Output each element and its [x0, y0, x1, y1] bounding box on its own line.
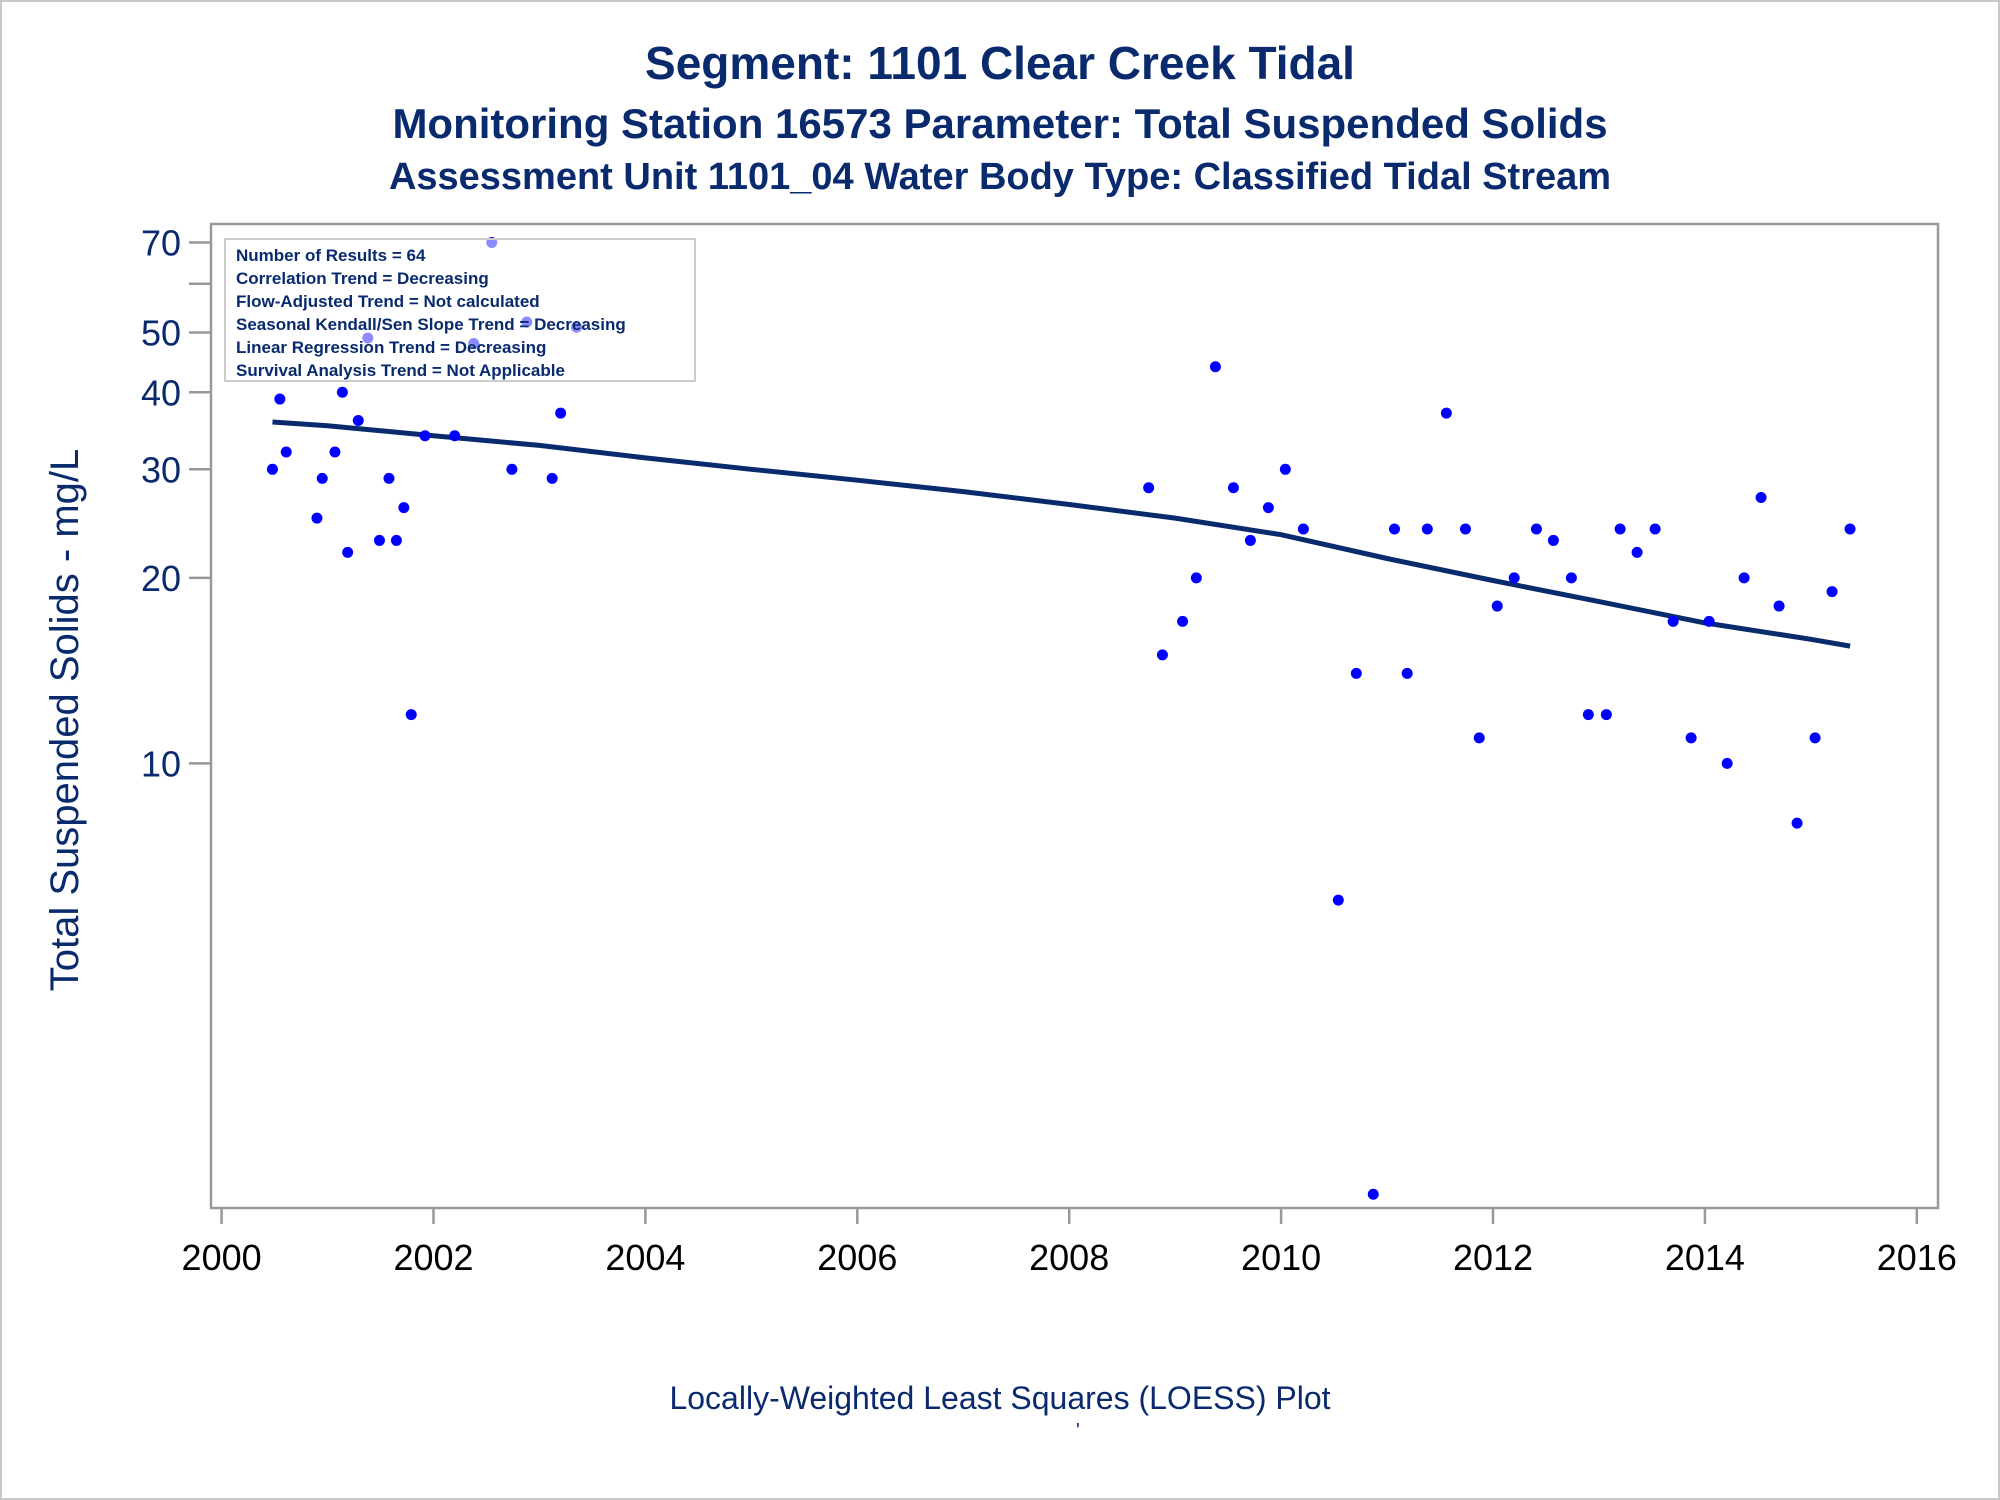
data-point: [1177, 615, 1189, 627]
x-tick-label: 2006: [817, 1237, 897, 1278]
data-point: [1388, 523, 1400, 535]
legend-box: [224, 238, 696, 382]
chart-title: Segment: 1101 Clear Creek Tidal: [645, 37, 1355, 89]
data-point: [1332, 894, 1344, 906]
data-point: [405, 709, 417, 721]
chart-subtitle-station: Monitoring Station 16573 Parameter: Tota…: [392, 100, 1608, 147]
data-point: [390, 534, 402, 546]
x-tick-label: 2014: [1665, 1237, 1745, 1278]
x-tick-label: 2000: [182, 1237, 262, 1278]
data-point: [1844, 523, 1856, 535]
data-point: [1703, 615, 1715, 627]
legend-entry: Linear Regression Trend = Decreasing: [236, 338, 546, 357]
y-tick-label: 40: [141, 372, 181, 413]
data-point: [546, 472, 558, 484]
data-point: [1244, 534, 1256, 546]
trend-summary-legend: Number of Results = 64 Correlation Trend …: [224, 238, 696, 382]
data-point: [1367, 1188, 1379, 1200]
data-point: [555, 407, 567, 419]
data-point: [1262, 502, 1274, 514]
data-point: [1491, 600, 1503, 612]
footnote-mark: ': [1076, 1420, 1080, 1442]
data-point: [1143, 482, 1155, 494]
data-point: [1773, 600, 1785, 612]
legend-entry: Number of Results = 64: [236, 246, 426, 265]
data-point: [383, 472, 395, 484]
data-point: [274, 393, 286, 405]
data-point: [373, 534, 385, 546]
data-point: [1350, 667, 1362, 679]
y-tick-label: 70: [141, 222, 181, 263]
data-point: [1721, 757, 1733, 769]
data-point: [1631, 546, 1643, 558]
x-tick-label: 2002: [393, 1237, 473, 1278]
data-point: [1440, 407, 1452, 419]
data-point: [1421, 523, 1433, 535]
x-tick-label: 2010: [1241, 1237, 1321, 1278]
y-tick-label: 20: [141, 558, 181, 599]
data-point: [1755, 492, 1767, 504]
data-point: [1401, 667, 1413, 679]
y-axis-label: Total Suspended Solids - mg/L: [43, 449, 87, 992]
data-point: [1791, 817, 1803, 829]
data-point: [1565, 572, 1577, 584]
data-point: [352, 414, 364, 426]
x-tick-label: 2004: [605, 1237, 685, 1278]
y-tick-label: 30: [141, 449, 181, 490]
data-point: [1809, 732, 1821, 744]
data-point: [1614, 523, 1626, 535]
data-point: [1508, 572, 1520, 584]
data-point: [1649, 523, 1661, 535]
data-point: [398, 502, 410, 514]
data-point: [1459, 523, 1471, 535]
data-point: [1473, 732, 1485, 744]
data-point: [311, 512, 323, 524]
data-point: [1209, 361, 1221, 373]
data-point: [1600, 709, 1612, 721]
data-point: [1156, 649, 1168, 661]
legend-entry: Flow-Adjusted Trend = Not calculated: [236, 292, 540, 311]
data-point: [342, 546, 354, 558]
chart-subtitle-assessment: Assessment Unit 1101_04 Water Body Type:…: [388, 156, 1612, 198]
data-point: [336, 386, 348, 398]
data-point: [506, 463, 518, 475]
legend-entry: Survival Analysis Trend = Not Applicable: [236, 361, 565, 380]
footnote: Locally-Weighted Least Squares (LOESS) P…: [669, 1380, 1331, 1416]
data-point: [449, 430, 461, 442]
legend-entry: Seasonal Kendall/Sen Slope Trend = Decre…: [236, 315, 626, 334]
x-axis: 2000 2002 2004 2006 2008 2010 2012 2014 2016: [182, 1208, 1957, 1278]
plot-area: [209, 222, 1940, 1210]
data-point: [316, 472, 328, 484]
data-point: [1297, 523, 1309, 535]
data-point: [1582, 709, 1594, 721]
legend-entry: Correlation Trend = Decreasing: [236, 269, 489, 288]
y-tick-label: 10: [141, 743, 181, 784]
x-tick-label: 2016: [1877, 1237, 1957, 1278]
data-point: [1667, 615, 1679, 627]
data-point: [266, 463, 278, 475]
data-point: [280, 446, 292, 458]
data-point: [1190, 572, 1202, 584]
loess-trend-line: [272, 419, 1851, 649]
data-point: [1227, 482, 1239, 494]
data-point: [1826, 586, 1838, 598]
data-point: [329, 446, 341, 458]
data-point: [1738, 572, 1750, 584]
x-tick-label: 2012: [1453, 1237, 1533, 1278]
x-tick-label: 2008: [1029, 1237, 1109, 1278]
data-point: [1547, 534, 1559, 546]
data-point: [419, 430, 431, 442]
data-point: [1530, 523, 1542, 535]
data-point: [1279, 463, 1291, 475]
data-point: [1685, 732, 1697, 744]
y-axis: 10 20 30 40 50 70: [141, 222, 211, 784]
y-tick-label: 50: [141, 313, 181, 354]
